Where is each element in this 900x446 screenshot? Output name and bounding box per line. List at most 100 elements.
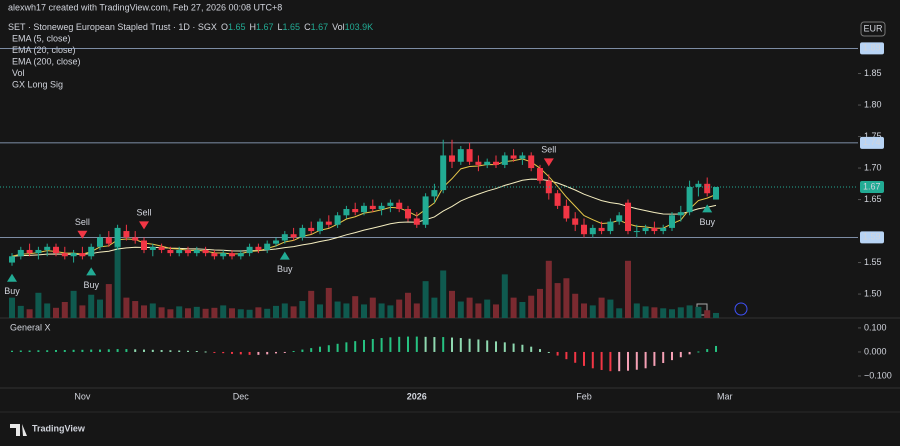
ohlc-letter: O: [221, 22, 228, 32]
volume-bar: [545, 260, 552, 318]
oscillator-bar: [380, 338, 383, 352]
watermark: alexwh17 created with TradingView.com, F…: [8, 2, 282, 12]
oscillator-bar: [407, 336, 409, 352]
volume-bar: [449, 290, 455, 318]
oscillator-bar: [81, 349, 84, 352]
volume-bar: [193, 306, 200, 318]
volume-bar: [695, 306, 702, 318]
oscillator-bar: [143, 349, 145, 352]
volume-bar: [501, 274, 508, 318]
candle-body: [352, 209, 359, 213]
oscillator-bar: [662, 351, 665, 364]
dividend-icon[interactable]: [734, 302, 748, 316]
volume-bar: [114, 238, 121, 318]
buy-arrow: [86, 267, 97, 276]
volume-bar: [625, 260, 631, 318]
volume-bar: [70, 290, 77, 318]
candle-body: [149, 246, 156, 250]
currency-box[interactable]: [860, 21, 886, 37]
oscillator-bar: [19, 350, 22, 352]
last-price-label: 1.67: [863, 181, 881, 191]
sell-label: Sell: [541, 145, 556, 155]
ema-line: [11, 178, 717, 257]
candle-body: [17, 249, 24, 257]
candle-body: [97, 237, 103, 247]
currency[interactable]: EUR: [863, 23, 883, 33]
sell-arrow: [77, 230, 88, 239]
y-tick-label: 1.80: [864, 99, 882, 109]
volume-bar: [554, 283, 561, 318]
volume-bar: [88, 294, 95, 318]
candle-body: [246, 246, 253, 254]
brand: TradingView: [32, 423, 86, 433]
oscillator-bar: [433, 337, 436, 352]
volume-bar: [677, 307, 684, 318]
oscillator-bar: [715, 345, 717, 352]
oscillator-name: General X: [10, 322, 51, 332]
candle-body: [343, 209, 350, 216]
volume-bar: [325, 287, 332, 318]
indicator-name: Vol: [12, 68, 25, 78]
volume-bar: [237, 309, 244, 318]
volume-bar: [53, 307, 59, 318]
sell-label: Sell: [75, 217, 90, 227]
oscillator-bar: [574, 351, 577, 363]
oscillator-bar: [706, 349, 709, 352]
x-tick-label: Nov: [74, 391, 91, 401]
candle-body: [114, 227, 121, 247]
oscillator-bar: [627, 351, 629, 371]
y-tick-label: 1.85: [864, 68, 882, 78]
volume-bar: [211, 307, 218, 318]
candle-body: [422, 196, 429, 225]
volume-bar: [422, 281, 429, 318]
volume-bar: [510, 297, 517, 318]
volume-bar: [528, 295, 535, 318]
oscillator-bar: [697, 351, 700, 353]
oscillator-bar: [583, 351, 585, 366]
volume-bar: [317, 304, 323, 318]
oscillator-bar: [116, 349, 119, 352]
candle-body: [176, 249, 183, 254]
volume-bar: [281, 303, 288, 318]
ohlc-value: 1.67: [311, 22, 329, 32]
oscillator-bar: [679, 351, 682, 358]
oscillator-bar: [222, 351, 225, 354]
candle-body: [528, 155, 535, 169]
volume-bar: [185, 308, 191, 318]
oscillator-bar: [151, 349, 154, 352]
y-tick-label: 1.50: [864, 288, 882, 298]
candle-body: [317, 221, 323, 232]
y-tick-label: 1.55: [864, 257, 882, 267]
candle-body: [607, 221, 614, 232]
oscillator-bar: [451, 337, 453, 352]
candle-body: [167, 249, 174, 254]
oscillator-bar: [99, 349, 101, 352]
candle-body: [53, 246, 59, 254]
volume-bar: [26, 309, 33, 318]
oscillator-bar: [125, 349, 128, 352]
symbol-header: SET · Stoneweg European Stapled Trust · …: [8, 22, 373, 32]
volume-bar: [44, 303, 51, 318]
candle-body: [466, 149, 473, 162]
volume-bar: [660, 308, 667, 318]
candle-body: [132, 237, 139, 241]
oscillator-bar: [204, 351, 207, 353]
candle-body: [713, 186, 719, 200]
volume-bar: [35, 292, 42, 318]
candle-body: [677, 212, 684, 216]
oscillator-bar: [213, 351, 216, 353]
candle-body: [273, 240, 279, 244]
volume-bar: [633, 303, 640, 318]
candle-body: [616, 215, 623, 222]
candle-body: [141, 240, 147, 250]
candle-body: [105, 237, 112, 244]
candle-body: [440, 155, 447, 191]
volume-bar: [589, 305, 596, 318]
volume-bar: [387, 305, 394, 318]
y2-tick-label: 0.100: [864, 322, 887, 332]
oscillator-bar: [283, 351, 286, 353]
volume-bar: [396, 299, 403, 318]
oscillator-bar: [63, 350, 66, 352]
last-price-box: [860, 180, 884, 193]
